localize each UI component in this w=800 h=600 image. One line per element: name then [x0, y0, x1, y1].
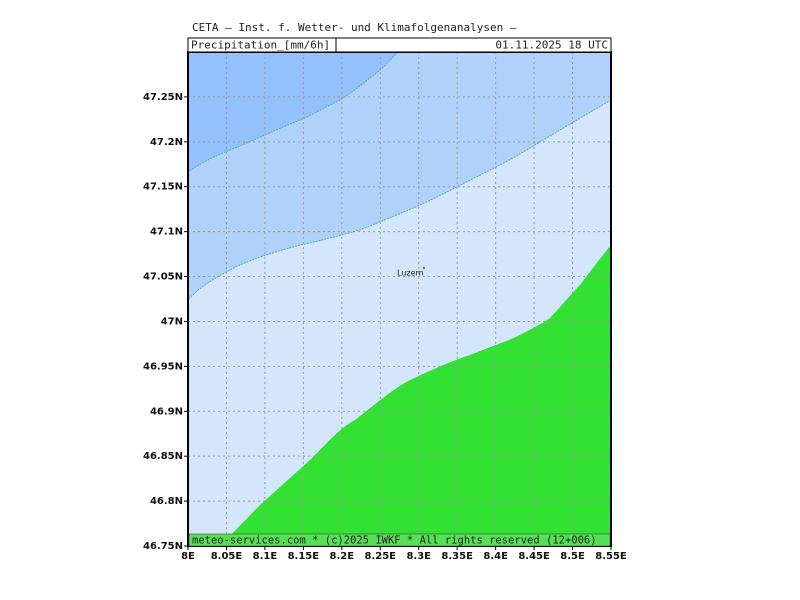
- header-time: 01.11.2025 18 UTC: [495, 39, 608, 52]
- x-tick-label: 8.1E: [253, 551, 278, 562]
- y-tick-label: 46.8N: [150, 496, 183, 507]
- grid: [187, 52, 612, 547]
- x-tick-label: 8.5E: [560, 551, 585, 562]
- fields: [188, 52, 611, 546]
- footer-bar: [188, 533, 611, 547]
- x-tick-label: 8.35E: [441, 551, 473, 562]
- x-tick-label: 8.15E: [288, 551, 320, 562]
- contour: [188, 52, 399, 173]
- x-tick-label: 8.2E: [330, 551, 355, 562]
- header-title: CETA — Inst. f. Wetter- und Klimafolgena…: [192, 21, 517, 34]
- header-box: [187, 37, 612, 53]
- header-field: Precipitation_[mm/6h]: [191, 39, 330, 52]
- x-tick-label: 8.3E: [406, 551, 431, 562]
- city-label: Luzern: [397, 269, 424, 278]
- dark-field: [188, 52, 398, 172]
- contour: [188, 99, 611, 301]
- x-tick-label: 8.45E: [518, 551, 550, 562]
- x-tick-label: 8E: [181, 551, 195, 562]
- y-tick-label: 46.85N: [143, 451, 183, 462]
- y-tick-label: 47N: [161, 316, 183, 327]
- x-tick-label: 8.05E: [211, 551, 243, 562]
- footer-text: meteo-services.com * (c)2025 IWKF * All …: [192, 535, 597, 547]
- y-tick-label: 46.75N: [143, 541, 183, 552]
- x-tick-label: 8.55E: [595, 551, 627, 562]
- y-tick-label: 46.9N: [150, 406, 183, 417]
- x-tick-label: 8.25E: [365, 551, 397, 562]
- green-field: [220, 245, 611, 546]
- x-tick-label: 8.4E: [483, 551, 508, 562]
- y-tick-label: 47.2N: [150, 137, 183, 148]
- y-tick-label: 47.05N: [143, 272, 183, 283]
- y-tick-label: 47.25N: [143, 92, 183, 103]
- city-dot: [422, 266, 426, 270]
- y-tick-label: 47.1N: [150, 227, 183, 238]
- y-tick-label: 46.95N: [143, 361, 183, 372]
- y-tick-label: 47.15N: [143, 182, 183, 193]
